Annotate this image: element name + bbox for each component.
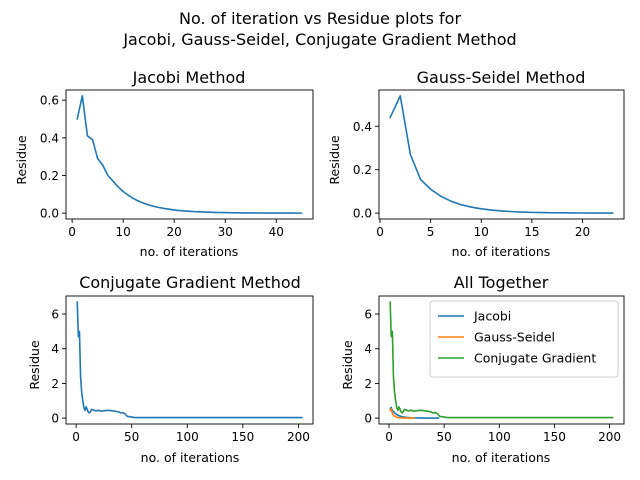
x-tick-label: 150 [543, 430, 566, 444]
figure-title-line-2: Jacobi, Gauss-Seidel, Conjugate Gradient… [122, 30, 516, 49]
x-tick-label: 100 [488, 430, 511, 444]
series-line-1 [76, 301, 303, 419]
y-tick-label: 0.4 [353, 120, 372, 134]
x-tick-label: 200 [598, 430, 621, 444]
y-tick-label: 0 [364, 412, 372, 426]
subplot-title: Jacobi Method [132, 68, 246, 87]
series-line-1 [389, 95, 614, 214]
series-line-gauss-seidel [389, 407, 416, 419]
series-line-jacobi [389, 406, 440, 419]
y-tick-label: 0.4 [40, 131, 59, 145]
y-tick-label: 0.2 [40, 169, 59, 183]
legend-box [429, 300, 619, 378]
x-axis-label: no. of iterations [452, 450, 551, 465]
axes-frame [378, 295, 625, 425]
x-tick-label: 20 [167, 225, 182, 239]
y-tick-label: 2 [364, 377, 372, 391]
y-tick-label: 4 [364, 342, 372, 356]
x-axis-label: no. of iterations [140, 244, 239, 259]
y-axis-label: Residue [340, 340, 355, 390]
x-tick-label: 10 [116, 225, 131, 239]
x-tick-label: 40 [269, 225, 284, 239]
y-tick-label: 6 [51, 308, 59, 322]
y-axis-label: Residue [327, 135, 342, 185]
figure-title-line-1: No. of iteration vs Residue plots for [179, 9, 461, 28]
x-tick-label: 20 [575, 225, 590, 239]
x-tick-label: 5 [427, 225, 435, 239]
x-tick-label: 200 [287, 430, 310, 444]
legend-entry-label: Jacobi [473, 309, 511, 324]
axes-frame [65, 89, 314, 220]
y-axis-label: Residue [27, 340, 42, 390]
x-tick-label: 0 [68, 225, 76, 239]
x-tick-label: 50 [437, 430, 452, 444]
x-tick-label: 15 [524, 225, 539, 239]
subplot-jacobi: Jacobi Method no. of iterations Residue … [14, 68, 314, 259]
y-tick-label: 2 [51, 377, 59, 391]
x-tick-label: 0 [72, 430, 80, 444]
x-tick-label: 10 [474, 225, 489, 239]
subplot-conjugate-gradient: Conjugate Gradient Method no. of iterati… [27, 273, 314, 465]
y-tick-label: 6 [364, 308, 372, 322]
y-axis-label: Residue [14, 135, 29, 185]
y-tick-label: 0.0 [40, 207, 59, 221]
y-tick-label: 0.0 [353, 207, 372, 221]
series-line-conjugate-gradient [389, 301, 614, 419]
x-tick-label: 50 [124, 430, 139, 444]
x-tick-label: 0 [376, 225, 384, 239]
subplot-title: All Together [454, 273, 549, 292]
y-tick-label: 4 [51, 342, 59, 356]
y-tick-label: 0.2 [353, 163, 372, 177]
y-tick-label: 0 [51, 412, 59, 426]
axes-frame [65, 295, 314, 425]
axes-frame [378, 89, 625, 220]
x-tick-label: 100 [176, 430, 199, 444]
subplot-title: Conjugate Gradient Method [79, 273, 301, 292]
x-tick-label: 0 [385, 430, 393, 444]
legend: Jacobi Gauss-Seidel Conjugate Gradient [429, 300, 619, 378]
x-axis-label: no. of iterations [141, 450, 240, 465]
legend-entry-label: Gauss-Seidel [474, 330, 555, 345]
legend-entry-label: Conjugate Gradient [474, 351, 596, 366]
subplot-all-together: All Together no. of iterations Residue 0… [340, 273, 625, 465]
subplot-gauss-seidel: Gauss-Seidel Method no. of iterations Re… [327, 68, 625, 259]
x-tick-label: 30 [218, 225, 233, 239]
y-tick-label: 0.6 [40, 94, 59, 108]
subplot-title: Gauss-Seidel Method [417, 68, 586, 87]
series-line-1 [76, 95, 303, 214]
x-axis-label: no. of iterations [452, 244, 551, 259]
x-tick-label: 150 [231, 430, 254, 444]
